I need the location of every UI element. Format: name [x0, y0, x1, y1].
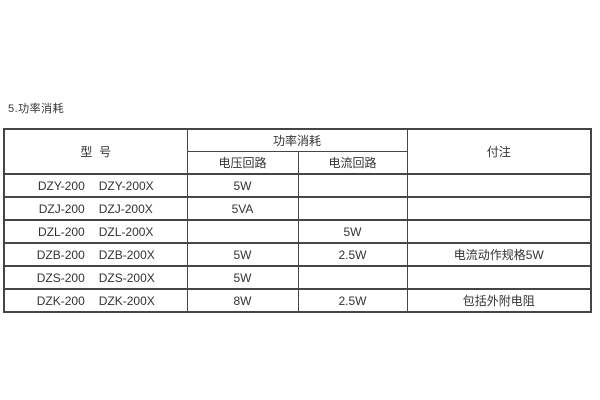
model-name: DZL-200 — [38, 224, 85, 239]
cell-current: 5W — [297, 219, 408, 244]
cell-current: 2.5W — [297, 242, 408, 267]
table-body: DZY-200 DZY-200X 5W DZJ-200 DZJ-200X 5VA D… — [3, 173, 592, 313]
cell-voltage: 5W — [186, 242, 299, 267]
cell-note: 电流动作规格5W — [406, 242, 592, 267]
header-current-circuit: 电流回路 — [297, 151, 408, 175]
cell-note — [406, 173, 592, 198]
cell-model: DZS-200 DZS-200X — [3, 265, 188, 290]
model-name-x: DZB-200X — [98, 247, 155, 262]
cell-model: DZJ-200 DZJ-200X — [3, 196, 188, 221]
header-power-group: 功率消耗 — [186, 128, 408, 152]
table-row-dzy: DZY-200 DZY-200X 5W — [3, 173, 592, 198]
table-header: 型 号 功率消耗 付注 电压回路 电流回路 — [3, 128, 592, 175]
table-row-dzl: DZL-200 DZL-200X 5W — [3, 219, 592, 244]
cell-model: DZY-200 DZY-200X — [3, 173, 188, 198]
model-name: DZB-200 — [36, 247, 85, 262]
cell-note — [406, 219, 592, 244]
cell-current — [297, 196, 408, 221]
model-name: DZJ-200 — [38, 201, 85, 216]
header-voltage-circuit: 电压回路 — [186, 151, 299, 175]
cell-model: DZB-200 DZB-200X — [3, 242, 188, 267]
cell-current — [297, 265, 408, 290]
model-name-x: DZJ-200X — [98, 201, 153, 216]
cell-current — [297, 173, 408, 198]
cell-voltage: 8W — [186, 288, 299, 313]
cell-note — [406, 196, 592, 221]
model-name: DZS-200 — [36, 270, 85, 285]
cell-model: DZK-200 DZK-200X — [3, 288, 188, 313]
table-row-dzk: DZK-200 DZK-200X 8W 2.5W 包括外附电阻 — [3, 288, 592, 313]
model-name-x: DZK-200X — [98, 293, 155, 308]
table-row-dzb: DZB-200 DZB-200X 5W 2.5W 电流动作规格5W — [3, 242, 592, 267]
table-row-dzs: DZS-200 DZS-200X 5W — [3, 265, 592, 290]
cell-note: 包括外附电阻 — [406, 288, 592, 313]
table-row-dzj: DZJ-200 DZJ-200X 5VA — [3, 196, 592, 221]
model-name-x: DZL-200X — [98, 224, 154, 239]
cell-current: 2.5W — [297, 288, 408, 313]
cell-model: DZL-200 DZL-200X — [3, 219, 188, 244]
model-name-x: DZS-200X — [98, 270, 155, 285]
header-model: 型 号 — [3, 128, 188, 175]
cell-voltage — [186, 219, 299, 244]
model-name: DZY-200 — [37, 178, 85, 193]
header-row-1: 型 号 功率消耗 付注 — [3, 128, 592, 175]
cell-note — [406, 265, 592, 290]
cell-voltage: 5W — [186, 265, 299, 290]
power-consumption-table: 型 号 功率消耗 付注 电压回路 电流回路 DZY-200 DZY-200X 5W… — [3, 128, 593, 313]
cell-voltage: 5W — [186, 173, 299, 198]
header-note: 付注 — [406, 128, 592, 175]
section-heading: 5.功率消耗 — [8, 103, 65, 115]
model-name-x: DZY-200X — [98, 178, 154, 193]
cell-voltage: 5VA — [186, 196, 299, 221]
model-name: DZK-200 — [36, 293, 85, 308]
